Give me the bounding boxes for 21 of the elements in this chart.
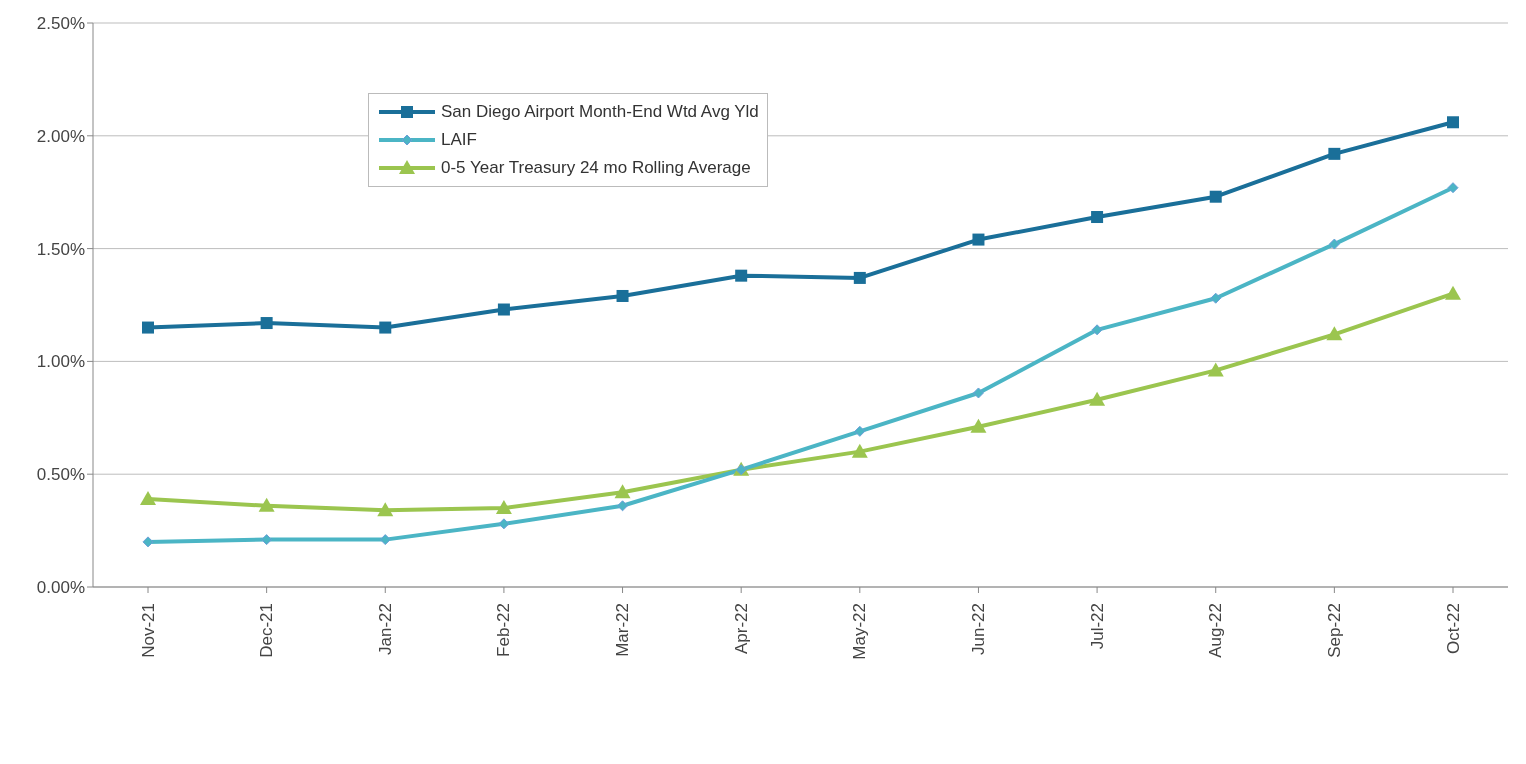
x-tick-label: Mar-22 (613, 603, 633, 657)
x-tick-label: Apr-22 (731, 603, 751, 655)
x-tick-label: Feb-22 (494, 603, 514, 657)
legend-label: San Diego Airport Month-End Wtd Avg Yld (441, 102, 759, 122)
y-tick-label: 0.50% (36, 465, 85, 485)
y-tick-label: 2.00% (36, 126, 85, 146)
x-tick-label: Jun-22 (968, 603, 988, 655)
x-tick-label: Dec-21 (257, 603, 277, 658)
x-tick-label: Oct-22 (1443, 603, 1463, 655)
y-tick-label: 2.50% (36, 14, 85, 34)
y-tick-label: 0.00% (36, 578, 85, 598)
legend-label: LAIF (441, 130, 477, 150)
x-tick-label: Sep-22 (1324, 603, 1344, 658)
x-tick-label: Aug-22 (1206, 603, 1226, 658)
x-tick-label: Jul-22 (1087, 603, 1107, 650)
y-tick-label: 1.50% (36, 239, 85, 259)
legend-label: 0-5 Year Treasury 24 mo Rolling Average (441, 158, 751, 178)
x-tick-label: Nov-21 (138, 603, 158, 658)
x-tick-label: May-22 (850, 603, 870, 660)
x-tick-label: Jan-22 (375, 603, 395, 655)
y-tick-label: 1.00% (36, 352, 85, 372)
